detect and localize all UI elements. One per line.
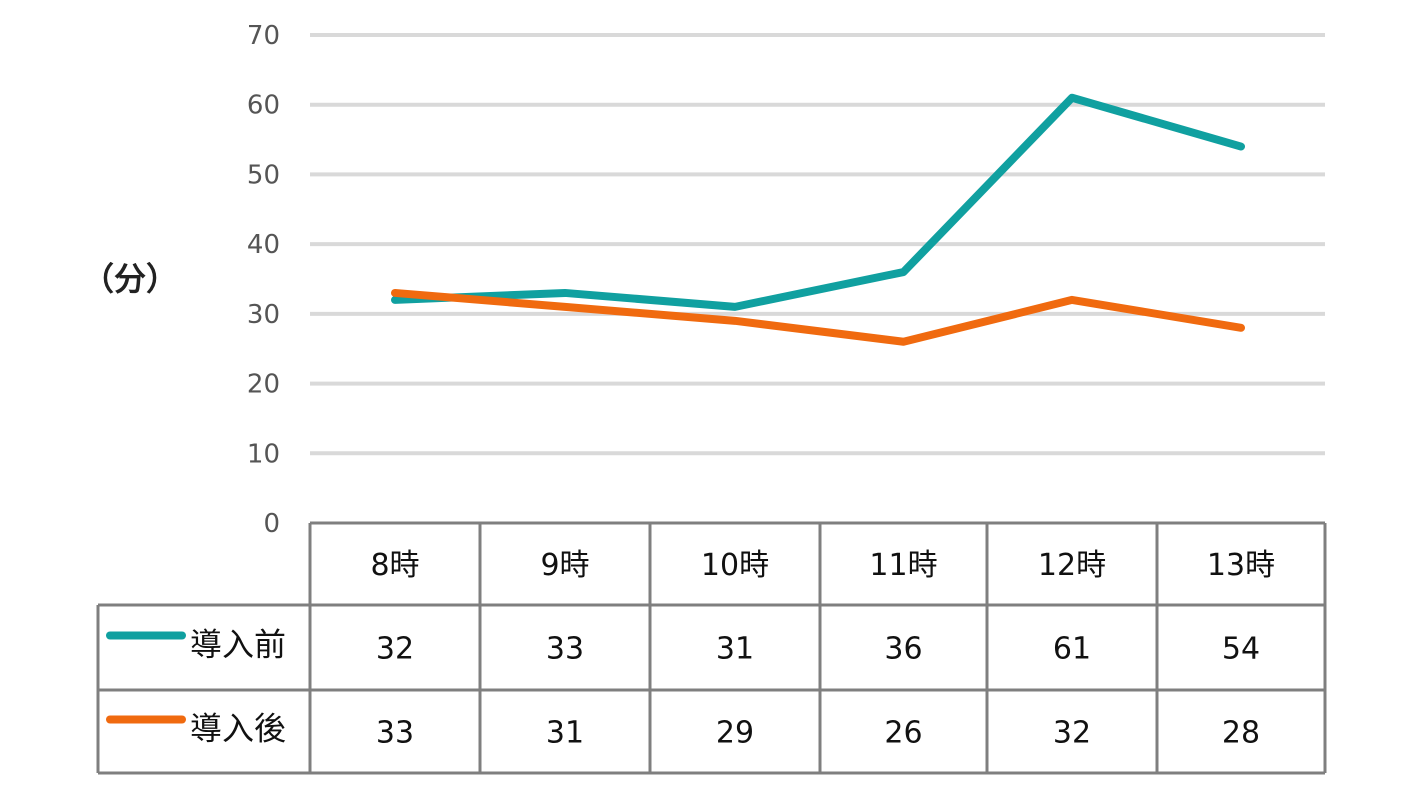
- y-tick-label-70: 70: [247, 21, 280, 51]
- category-label-5: 13時: [1207, 548, 1275, 583]
- data-label-s0-1: 33: [546, 632, 584, 667]
- series-line-0: [391, 93, 1245, 311]
- legend-label-0: 導入前: [190, 626, 286, 664]
- data-label-s0-3: 36: [884, 632, 922, 667]
- category-label-0: 8時: [370, 548, 419, 583]
- data-label-s1-2: 29: [716, 716, 754, 751]
- data-label-s0-2: 31: [716, 632, 754, 667]
- category-label-4: 12時: [1038, 548, 1106, 583]
- series-lines: [391, 93, 1245, 346]
- y-axis-label: （分）: [82, 260, 178, 298]
- data-label-s1-3: 26: [884, 716, 922, 751]
- y-axis-ticks: 0 10 20 30 40 50 60 70: [247, 21, 280, 539]
- data-label-s1-5: 28: [1222, 716, 1260, 751]
- data-label-s1-4: 32: [1053, 716, 1091, 751]
- category-label-1: 9時: [540, 548, 589, 583]
- y-tick-label-20: 20: [247, 370, 280, 400]
- y-tick-label-30: 30: [247, 300, 280, 330]
- data-label-s1-0: 33: [376, 716, 414, 751]
- y-tick-label-60: 60: [247, 91, 280, 121]
- category-label-2: 10時: [701, 548, 769, 583]
- y-tick-label-10: 10: [247, 439, 280, 469]
- legend-label-1: 導入後: [190, 710, 286, 748]
- y-tick-label-40: 40: [247, 230, 280, 260]
- data-label-s0-4: 61: [1053, 632, 1091, 667]
- data-label-s0-5: 54: [1222, 632, 1260, 667]
- y-tick-label-50: 50: [247, 160, 280, 190]
- data-label-s1-1: 31: [546, 716, 584, 751]
- series-line-1: [391, 288, 1245, 346]
- y-tick-label-0: 0: [263, 509, 280, 539]
- category-label-3: 11時: [869, 548, 937, 583]
- gridlines: [310, 33, 1325, 456]
- data-label-s0-0: 32: [376, 632, 414, 667]
